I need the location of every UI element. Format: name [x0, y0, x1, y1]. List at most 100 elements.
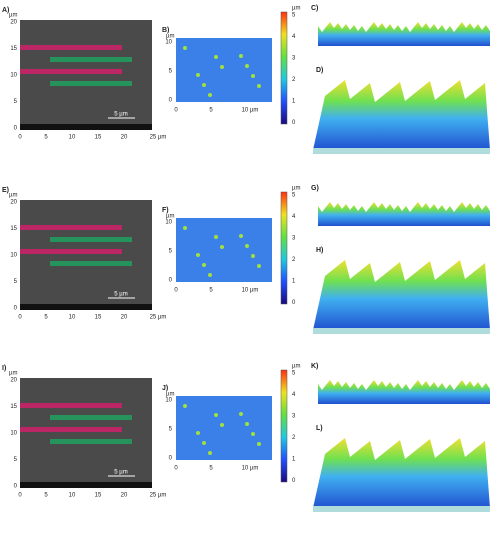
colorbar-tick-label: 1 [292, 99, 296, 105]
y-tick-label: 10 [165, 398, 172, 404]
afm-grain [208, 273, 212, 277]
surface-3d [313, 438, 490, 508]
colorbar-unit: µm [292, 186, 300, 192]
y-tick-label: 0 [14, 306, 18, 312]
overlay-band [50, 261, 132, 266]
surface-base [313, 328, 490, 334]
y-tick-label: 20 [10, 378, 17, 384]
afm-grain [214, 413, 218, 417]
x-tick-label: 5 [209, 108, 213, 114]
y-tick-label: 10 [165, 40, 172, 46]
panel-label: J) [162, 385, 168, 392]
y-tick-label: 10 [10, 431, 17, 437]
afm-grain [251, 254, 255, 258]
surface-3d [313, 80, 490, 150]
y-tick-label: 0 [169, 98, 173, 104]
afm-grain [202, 263, 206, 267]
y-tick-label: 15 [10, 46, 17, 52]
afm-grain [239, 54, 243, 58]
x-tick-label: 10 [69, 493, 76, 499]
axis-unit: µm [9, 371, 17, 377]
colorbar-tick-label: 1 [292, 457, 296, 463]
axis-unit: µm [9, 13, 17, 19]
colorbar-unit: µm [292, 6, 300, 12]
sem-image [20, 200, 152, 310]
afm-grain [183, 404, 187, 408]
afm-grain [196, 73, 200, 77]
panel-label: G) [311, 185, 319, 192]
y-tick-label: 10 [10, 73, 17, 79]
afm-image [176, 38, 272, 102]
panel-label: F) [162, 207, 169, 214]
x-tick-label: 15 [95, 135, 102, 141]
colorbar-tick-label: 2 [292, 77, 296, 83]
afm-grain [214, 235, 218, 239]
colorbar [280, 191, 288, 305]
afm-grain [251, 432, 255, 436]
y-tick-label: 10 [10, 253, 17, 259]
afm-grain [251, 74, 255, 78]
colorbar [280, 369, 288, 483]
surface-base [313, 506, 490, 512]
y-tick-label: 5 [169, 69, 173, 75]
scale-bar-label: 5 µm [114, 470, 127, 476]
profile-surface [318, 22, 490, 46]
colorbar-tick-label: 0 [292, 300, 296, 306]
x-tick-label: 20 [121, 493, 128, 499]
sem-image [20, 378, 152, 488]
colorbar-unit: µm [292, 364, 300, 370]
y-tick-label: 20 [10, 20, 17, 26]
y-tick-label: 5 [169, 427, 173, 433]
afm-grain [183, 46, 187, 50]
overlay-band [20, 225, 122, 230]
colorbar-tick-label: 2 [292, 257, 296, 263]
axis-unit: µm [166, 392, 174, 398]
colorbar-tick-label: 2 [292, 435, 296, 441]
afm-grain [257, 264, 261, 268]
y-tick-label: 20 [10, 200, 17, 206]
afm-grain [257, 442, 261, 446]
axis-unit: µm [9, 193, 17, 199]
x-tick-label: 5 [44, 135, 48, 141]
x-tick-label: 20 [121, 135, 128, 141]
overlay-band [50, 415, 132, 420]
y-tick-label: 15 [10, 404, 17, 410]
afm-image [176, 218, 272, 282]
overlay-band [50, 57, 132, 62]
y-tick-label: 5 [14, 99, 18, 105]
colorbar-tick-label: 1 [292, 279, 296, 285]
overlay-band [20, 427, 122, 432]
afm-grain [196, 253, 200, 257]
afm-grain [214, 55, 218, 59]
colorbar [280, 11, 288, 125]
x-tick-label: 10 [69, 315, 76, 321]
panel-label: I) [2, 365, 6, 372]
afm-grain [245, 244, 249, 248]
y-tick-label: 5 [14, 457, 18, 463]
afm-grain [202, 441, 206, 445]
x-tick-label: 15 [95, 315, 102, 321]
colorbar-tick-label: 0 [292, 120, 296, 126]
colorbar-tick-label: 0 [292, 478, 296, 484]
scale-bar-label: 5 µm [114, 292, 127, 298]
surface-3d [313, 260, 490, 330]
afm-image [176, 396, 272, 460]
y-tick-label: 0 [169, 456, 173, 462]
profile-surface [318, 380, 490, 404]
colorbar-tick-label: 4 [292, 214, 296, 220]
x-tick-label: 5 [44, 493, 48, 499]
x-tick-label: 0 [174, 108, 178, 114]
afm-grain [245, 64, 249, 68]
y-tick-label: 0 [14, 126, 18, 132]
x-tick-label: 25 µm [150, 315, 167, 321]
overlay-band [20, 403, 122, 408]
sem-image [20, 20, 152, 130]
colorbar-tick-label: 4 [292, 392, 296, 398]
afm-grain [183, 226, 187, 230]
overlay-band [20, 45, 122, 50]
y-tick-label: 0 [169, 278, 173, 284]
x-tick-label: 20 [121, 315, 128, 321]
x-tick-label: 10 [69, 135, 76, 141]
afm-grain [245, 422, 249, 426]
